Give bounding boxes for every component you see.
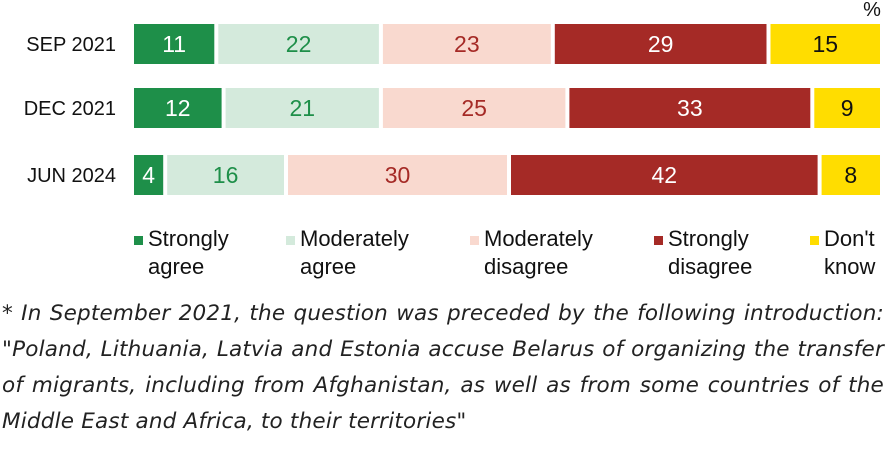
data-label: 29 (648, 31, 674, 57)
legend-label: Strongly disagree (668, 226, 753, 279)
stacked-bar-chart: % SEP 2021 11 22 23 29 15 DEC 2021 12 21 25 33 9 JUN… (24, 0, 881, 195)
legend-swatch (286, 236, 295, 245)
data-label: 23 (454, 31, 480, 57)
percent-unit-label: % (863, 0, 881, 21)
data-label: 12 (165, 95, 191, 121)
data-label: 25 (461, 95, 487, 121)
bar-segment (134, 155, 164, 195)
data-label: 30 (385, 162, 411, 188)
bar-segment (382, 24, 551, 64)
bar-segment (814, 88, 880, 128)
legend-label: Moderately agree (300, 226, 409, 279)
data-label: 21 (289, 95, 315, 121)
legend-swatch (810, 236, 819, 245)
legend-swatch (654, 236, 663, 245)
legend-swatch (134, 236, 143, 245)
data-label: 33 (677, 95, 703, 121)
bar-segment (511, 155, 818, 195)
bar-segment (288, 155, 507, 195)
bar-segment (167, 155, 284, 195)
data-label: 9 (841, 95, 854, 121)
bar-segment (134, 24, 215, 64)
legend-label: Strongly agree (148, 226, 229, 279)
data-label: 22 (286, 31, 312, 57)
bar-segment (134, 88, 222, 128)
bar-segment (569, 88, 811, 128)
legend-label: Don't know (824, 226, 876, 279)
data-label: 42 (652, 162, 678, 188)
bar-segment (225, 88, 379, 128)
data-label: 15 (812, 31, 838, 57)
legend: Strongly agree Moderately agree Moderate… (0, 225, 888, 285)
data-label: 4 (142, 162, 155, 188)
legend-swatch (470, 236, 479, 245)
bar-segment (821, 155, 880, 195)
row-label: SEP 2021 (26, 34, 116, 56)
bar-segment (554, 24, 767, 64)
data-label: 11 (162, 31, 186, 57)
bar-segment (770, 24, 880, 64)
row-label: JUN 2024 (27, 165, 116, 187)
footnote: * In September 2021, the question was pr… (2, 301, 884, 434)
bar-segment (218, 24, 379, 64)
bar-segment (382, 88, 566, 128)
row-label: DEC 2021 (24, 98, 116, 120)
legend-label: Moderately disagree (484, 226, 593, 279)
data-label: 8 (844, 162, 857, 188)
data-label: 16 (213, 162, 239, 188)
